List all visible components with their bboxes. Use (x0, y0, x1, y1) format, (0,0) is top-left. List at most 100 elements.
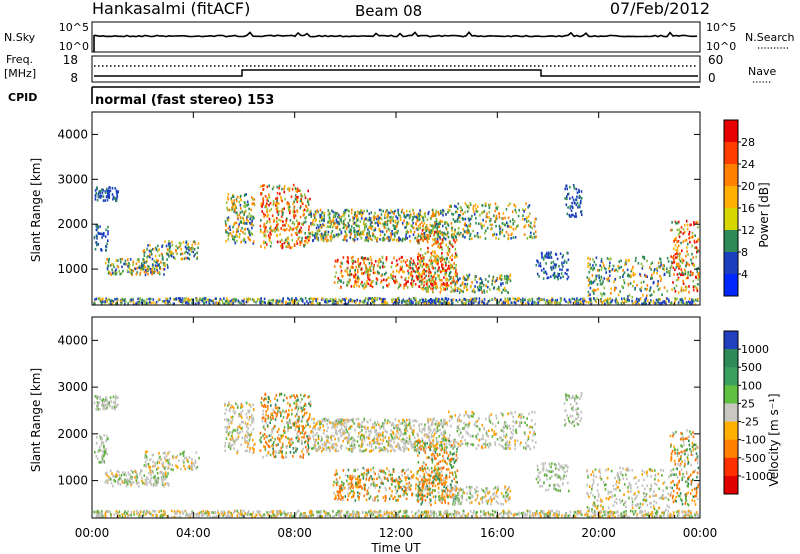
range-gate-cell (556, 275, 559, 279)
range-gate-cell (472, 301, 475, 305)
range-gate-cell (367, 297, 369, 301)
range-gate-cell (447, 208, 450, 212)
range-gate-cell (115, 259, 118, 262)
range-gate-cell (164, 240, 166, 244)
range-gate-cell (281, 243, 284, 246)
range-gate-cell (291, 514, 293, 518)
range-gate-cell (440, 258, 442, 262)
range-gate-cell (349, 269, 351, 272)
range-gate-cell (427, 299, 429, 303)
range-gate-cell (485, 229, 487, 233)
range-gate-cell (492, 275, 495, 279)
range-gate-cell (462, 298, 465, 301)
range-gate-cell (639, 509, 642, 513)
range-gate-cell (621, 300, 624, 304)
range-gate-cell (107, 272, 110, 275)
range-gate-cell (566, 187, 568, 191)
range-gate-cell (442, 241, 444, 244)
range-gate-cell (369, 219, 372, 223)
range-gate-cell (455, 253, 458, 257)
range-gate-cell (408, 515, 410, 518)
range-gate-cell (295, 189, 298, 193)
range-gate-cell (257, 510, 259, 514)
range-gate-cell (431, 278, 433, 281)
range-gate-cell (236, 235, 238, 238)
range-gate-cell (136, 271, 139, 274)
range-gate-cell (446, 284, 448, 287)
range-gate-cell (695, 221, 697, 225)
range-gate-cell (348, 281, 350, 285)
range-gate-cell (180, 299, 183, 302)
range-gate-cell (333, 515, 335, 518)
range-gate-cell (444, 237, 447, 241)
range-gate-cell (471, 281, 473, 284)
range-gate-cell (140, 515, 143, 518)
range-gate-cell (263, 184, 266, 187)
range-gate-cell (225, 239, 227, 243)
range-gate-cell (166, 514, 169, 518)
range-gate-cell (436, 238, 439, 241)
range-gate-cell (308, 514, 311, 518)
range-gate-cell (396, 280, 398, 284)
range-gate-cell (246, 204, 248, 207)
range-gate-cell (617, 510, 619, 513)
range-gate-cell (158, 297, 160, 301)
range-gate-cell (369, 269, 372, 272)
range-gate-cell (363, 259, 365, 262)
range-gate-cell (351, 259, 354, 262)
range-gate-cell (516, 225, 518, 228)
range-gate-cell (427, 302, 430, 306)
range-gate-cell (648, 289, 651, 293)
range-gate-cell (402, 298, 405, 301)
range-gate-cell (600, 275, 603, 279)
range-gate-cell (464, 230, 466, 234)
range-gate-cell (548, 510, 550, 513)
range-gate-cell (531, 302, 533, 305)
range-gate-cell (190, 250, 193, 253)
range-gate-cell (615, 268, 617, 272)
range-gate-cell (398, 299, 400, 302)
range-gate-cell (160, 261, 162, 264)
range-gate-cell (684, 285, 687, 289)
range-gate-cell (345, 232, 347, 235)
range-gate-cell (525, 514, 527, 518)
range-gate-cell (441, 211, 444, 215)
range-gate-cell (144, 299, 146, 303)
range-gate-cell (116, 191, 118, 195)
range-gate-cell (425, 274, 427, 278)
range-gate-cell (133, 301, 135, 304)
range-gate-cell (520, 300, 522, 303)
range-gate-cell (478, 222, 480, 225)
range-gate-cell (306, 235, 309, 239)
range-gate-cell (442, 234, 445, 237)
range-gate-cell (313, 223, 316, 227)
range-gate-cell (604, 302, 606, 306)
range-gate-cell (428, 299, 431, 302)
range-gate-cell (322, 236, 325, 240)
range-gate-cell (438, 246, 441, 250)
range-gate-cell (200, 511, 202, 514)
range-gate-cell (373, 302, 376, 306)
range-gate-cell (362, 301, 365, 305)
range-gate-cell (688, 236, 690, 240)
range-gate-cell (464, 236, 466, 239)
range-gate-cell (415, 265, 417, 268)
range-gate-cell (265, 225, 267, 229)
range-gate-cell (186, 513, 189, 516)
range-gate-cell (341, 221, 343, 224)
range-gate-cell (108, 190, 110, 193)
range-gate-cell (350, 211, 353, 215)
range-gate-cell (488, 216, 490, 219)
range-gate-cell (383, 226, 385, 229)
range-gate-cell (434, 282, 437, 286)
range-gate-cell (616, 270, 619, 273)
range-gate-cell (462, 212, 464, 216)
range-gate-cell (322, 223, 324, 226)
range-gate-cell (281, 245, 284, 248)
range-gate-cell (406, 510, 409, 513)
range-gate-cell (666, 267, 668, 270)
range-gate-cell (444, 273, 447, 277)
range-gate-cell (434, 298, 437, 301)
range-gate-cell (386, 219, 389, 223)
range-gate-cell (388, 219, 390, 222)
